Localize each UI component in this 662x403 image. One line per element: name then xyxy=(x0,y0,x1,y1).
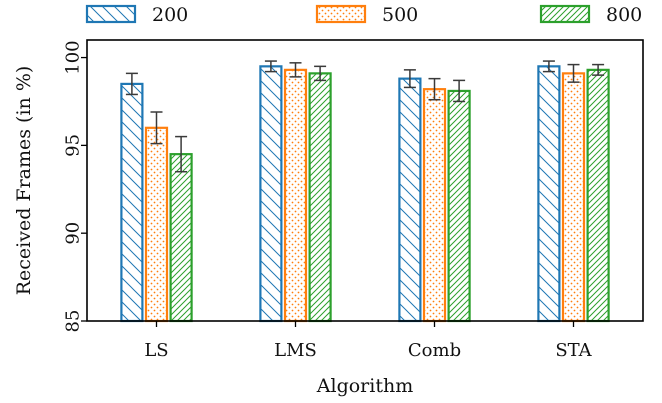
legend-swatch-200 xyxy=(85,4,137,24)
x-tick-label: LS xyxy=(144,340,168,361)
legend-swatch-500 xyxy=(315,4,367,24)
legend-label-500: 500 xyxy=(382,4,418,26)
legend-label-800: 800 xyxy=(606,4,642,26)
bar-comb-500 xyxy=(422,88,447,323)
x-tick-label: STA xyxy=(555,340,592,361)
bar-ls-800 xyxy=(169,153,193,323)
bars-group xyxy=(120,65,610,323)
error-bars-group xyxy=(125,60,605,173)
legend-swatch-800 xyxy=(539,4,591,24)
bar-lms-200 xyxy=(259,65,283,323)
legend-label-200: 200 xyxy=(152,4,188,26)
bar-comb-800 xyxy=(447,89,471,323)
y-axis-label: Received Frames (in %) xyxy=(13,66,35,296)
x-axis-label: Algorithm xyxy=(316,375,413,397)
bar-comb-200 xyxy=(398,77,422,323)
y-tick-label: 85 xyxy=(63,310,84,333)
x-tick-label: LMS xyxy=(274,340,317,361)
bar-lms-800 xyxy=(308,72,332,323)
plot-frame xyxy=(86,39,644,322)
bar-ls-500 xyxy=(144,126,169,323)
bar-sta-800 xyxy=(586,68,610,323)
y-tick-label: 100 xyxy=(63,40,84,74)
y-tick-label: 95 xyxy=(63,134,84,157)
x-tick-label: Comb xyxy=(408,340,461,361)
bar-ls-200 xyxy=(120,82,144,323)
bar-sta-500 xyxy=(561,72,586,323)
y-tick-label: 90 xyxy=(63,222,84,245)
bar-sta-200 xyxy=(537,65,561,323)
bar-lms-500 xyxy=(283,68,308,323)
x-axis-ticks: LS LMS Comb STA xyxy=(144,321,593,361)
y-axis-ticks: 85 90 95 100 xyxy=(63,40,87,333)
legend: 200 500 800 xyxy=(85,4,642,26)
